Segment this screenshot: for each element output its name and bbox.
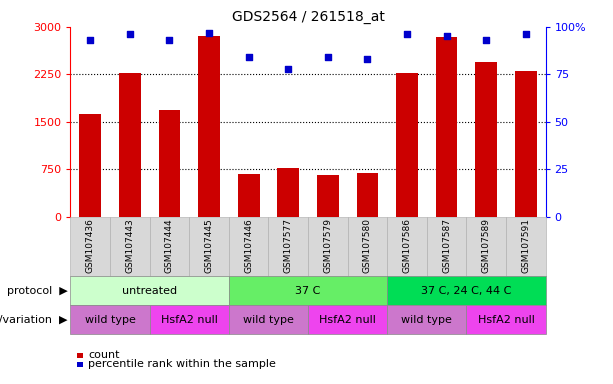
- Text: count: count: [88, 351, 120, 361]
- Bar: [80, 114, 101, 217]
- Point: [402, 31, 412, 38]
- Text: HsfA2 null: HsfA2 null: [478, 314, 535, 325]
- Title: GDS2564 / 261518_at: GDS2564 / 261518_at: [232, 10, 384, 25]
- Text: GSM107580: GSM107580: [363, 218, 372, 273]
- Point: [204, 30, 214, 36]
- Bar: [119, 73, 141, 217]
- Text: wild type: wild type: [402, 314, 452, 325]
- Point: [283, 66, 293, 72]
- Bar: [238, 174, 259, 217]
- Bar: [396, 73, 418, 217]
- Bar: [198, 36, 220, 217]
- Point: [125, 31, 135, 38]
- Bar: [475, 62, 497, 217]
- Text: GSM107446: GSM107446: [244, 218, 253, 273]
- Bar: [436, 37, 457, 217]
- Point: [164, 37, 174, 43]
- Text: GSM107586: GSM107586: [403, 218, 411, 273]
- Text: 37 C, 24 C, 44 C: 37 C, 24 C, 44 C: [421, 286, 512, 296]
- Bar: [317, 175, 339, 217]
- Text: untreated: untreated: [122, 286, 177, 296]
- Text: percentile rank within the sample: percentile rank within the sample: [88, 359, 276, 369]
- Text: GSM107436: GSM107436: [86, 218, 95, 273]
- Text: GSM107577: GSM107577: [284, 218, 293, 273]
- Bar: [277, 168, 299, 217]
- Text: GSM107444: GSM107444: [165, 219, 174, 273]
- Point: [244, 54, 254, 60]
- Bar: [159, 110, 180, 217]
- Text: GSM107591: GSM107591: [521, 218, 530, 273]
- Point: [362, 56, 372, 62]
- Text: GSM107443: GSM107443: [126, 218, 134, 273]
- Text: 37 C: 37 C: [295, 286, 321, 296]
- Text: genotype/variation  ▶: genotype/variation ▶: [0, 314, 67, 325]
- Text: HsfA2 null: HsfA2 null: [161, 314, 218, 325]
- Point: [323, 54, 333, 60]
- Bar: [515, 71, 536, 217]
- Point: [85, 37, 95, 43]
- Text: HsfA2 null: HsfA2 null: [319, 314, 376, 325]
- Text: GSM107589: GSM107589: [482, 218, 490, 273]
- Text: GSM107579: GSM107579: [323, 218, 332, 273]
- Point: [521, 31, 531, 38]
- Text: wild type: wild type: [243, 314, 294, 325]
- Text: protocol  ▶: protocol ▶: [7, 286, 67, 296]
- Text: GSM107445: GSM107445: [205, 218, 213, 273]
- Point: [481, 37, 491, 43]
- Bar: [357, 173, 378, 217]
- Text: wild type: wild type: [85, 314, 135, 325]
- Point: [442, 33, 452, 40]
- Text: GSM107587: GSM107587: [442, 218, 451, 273]
